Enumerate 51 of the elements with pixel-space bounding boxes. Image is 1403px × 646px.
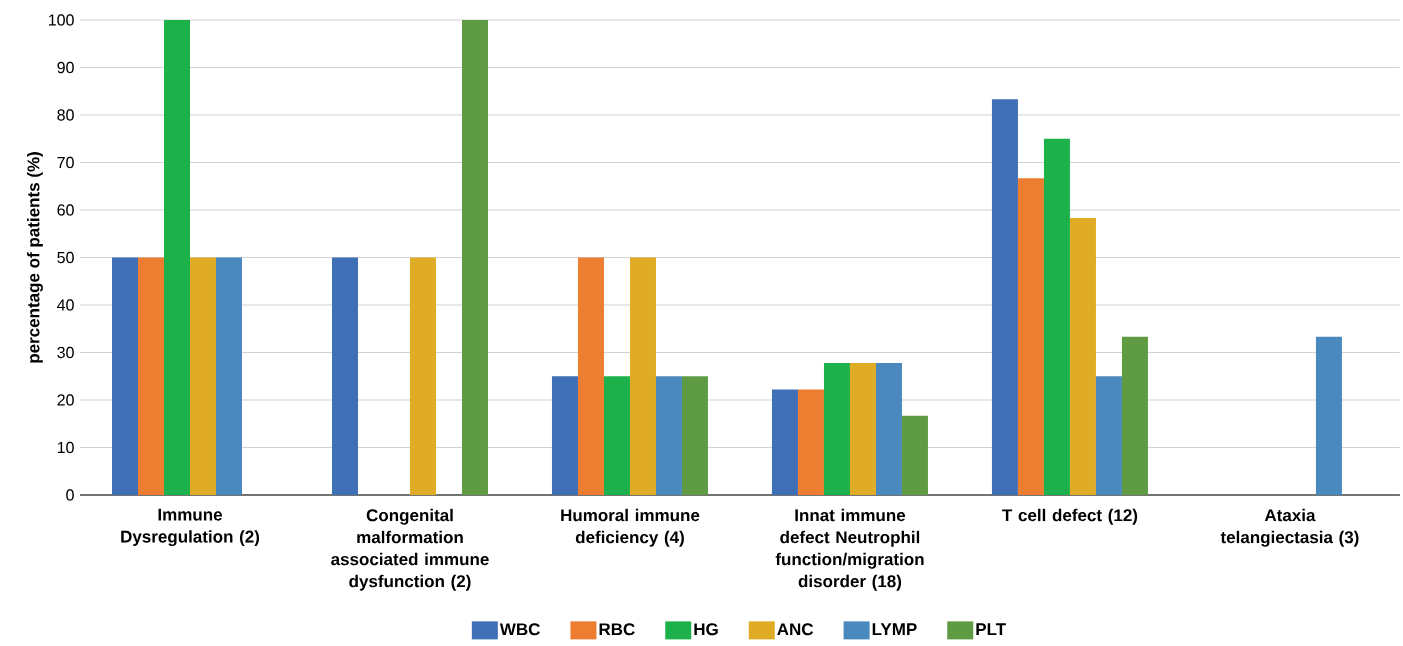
bar [112, 257, 138, 495]
bar [409, 257, 436, 495]
bar [1315, 336, 1342, 495]
bar [901, 415, 928, 495]
bar [331, 257, 358, 495]
y-tick-label: 50 [57, 251, 74, 264]
x-tick-label: Immune Dysregulation (2) [121, 508, 260, 547]
bar [991, 99, 1018, 495]
legend-label: HG [694, 623, 718, 636]
bar [681, 376, 708, 495]
bar [1095, 376, 1122, 495]
bar [875, 362, 902, 495]
bar [603, 376, 630, 495]
bar [551, 376, 578, 495]
y-tick-label: 10 [57, 441, 74, 454]
legend-label: LYMP [872, 623, 917, 636]
y-tick-label: 60 [57, 204, 74, 216]
bar [771, 389, 798, 495]
y-tick-label: 80 [57, 109, 74, 121]
y-axis-title: percentage of patients (%) [26, 152, 43, 363]
bar [1043, 138, 1070, 495]
bar [137, 257, 164, 495]
bar [1121, 336, 1148, 495]
bar [849, 362, 876, 495]
bar [190, 257, 216, 495]
bar [164, 20, 190, 495]
bar [216, 257, 242, 495]
x-tick-label: Innat immune defect Neutrophil function/migration disorder (18) [775, 508, 924, 591]
bar [577, 257, 604, 495]
y-tick-label: 40 [57, 299, 74, 311]
bar [461, 20, 488, 495]
bar [823, 362, 850, 495]
x-tick-label: Humoral immune deficiency (4) [561, 508, 700, 547]
bar [1017, 178, 1044, 495]
y-tick-label: 0 [66, 489, 74, 501]
x-tick-label: Congenital malformation associated immune dysfunction (2) [331, 508, 489, 591]
y-tick-label: 20 [57, 394, 74, 406]
legend-label: RBC [599, 623, 635, 636]
bar [629, 257, 656, 495]
y-tick-label: 70 [57, 156, 74, 169]
bar [797, 389, 824, 495]
y-tick-label: 90 [57, 61, 74, 74]
legend-label: WBC [499, 623, 540, 636]
bar [655, 376, 682, 495]
bar [1069, 218, 1096, 495]
legend-label: ANC [777, 623, 814, 636]
x-tick-label: Ataxia telangiectasia (3) [1220, 508, 1359, 547]
legend-label: PLT [976, 623, 1006, 636]
y-tick-label: 30 [57, 346, 74, 359]
y-tick-label: 100 [49, 14, 74, 26]
x-tick-label: T cell defect (12) [1002, 508, 1138, 525]
